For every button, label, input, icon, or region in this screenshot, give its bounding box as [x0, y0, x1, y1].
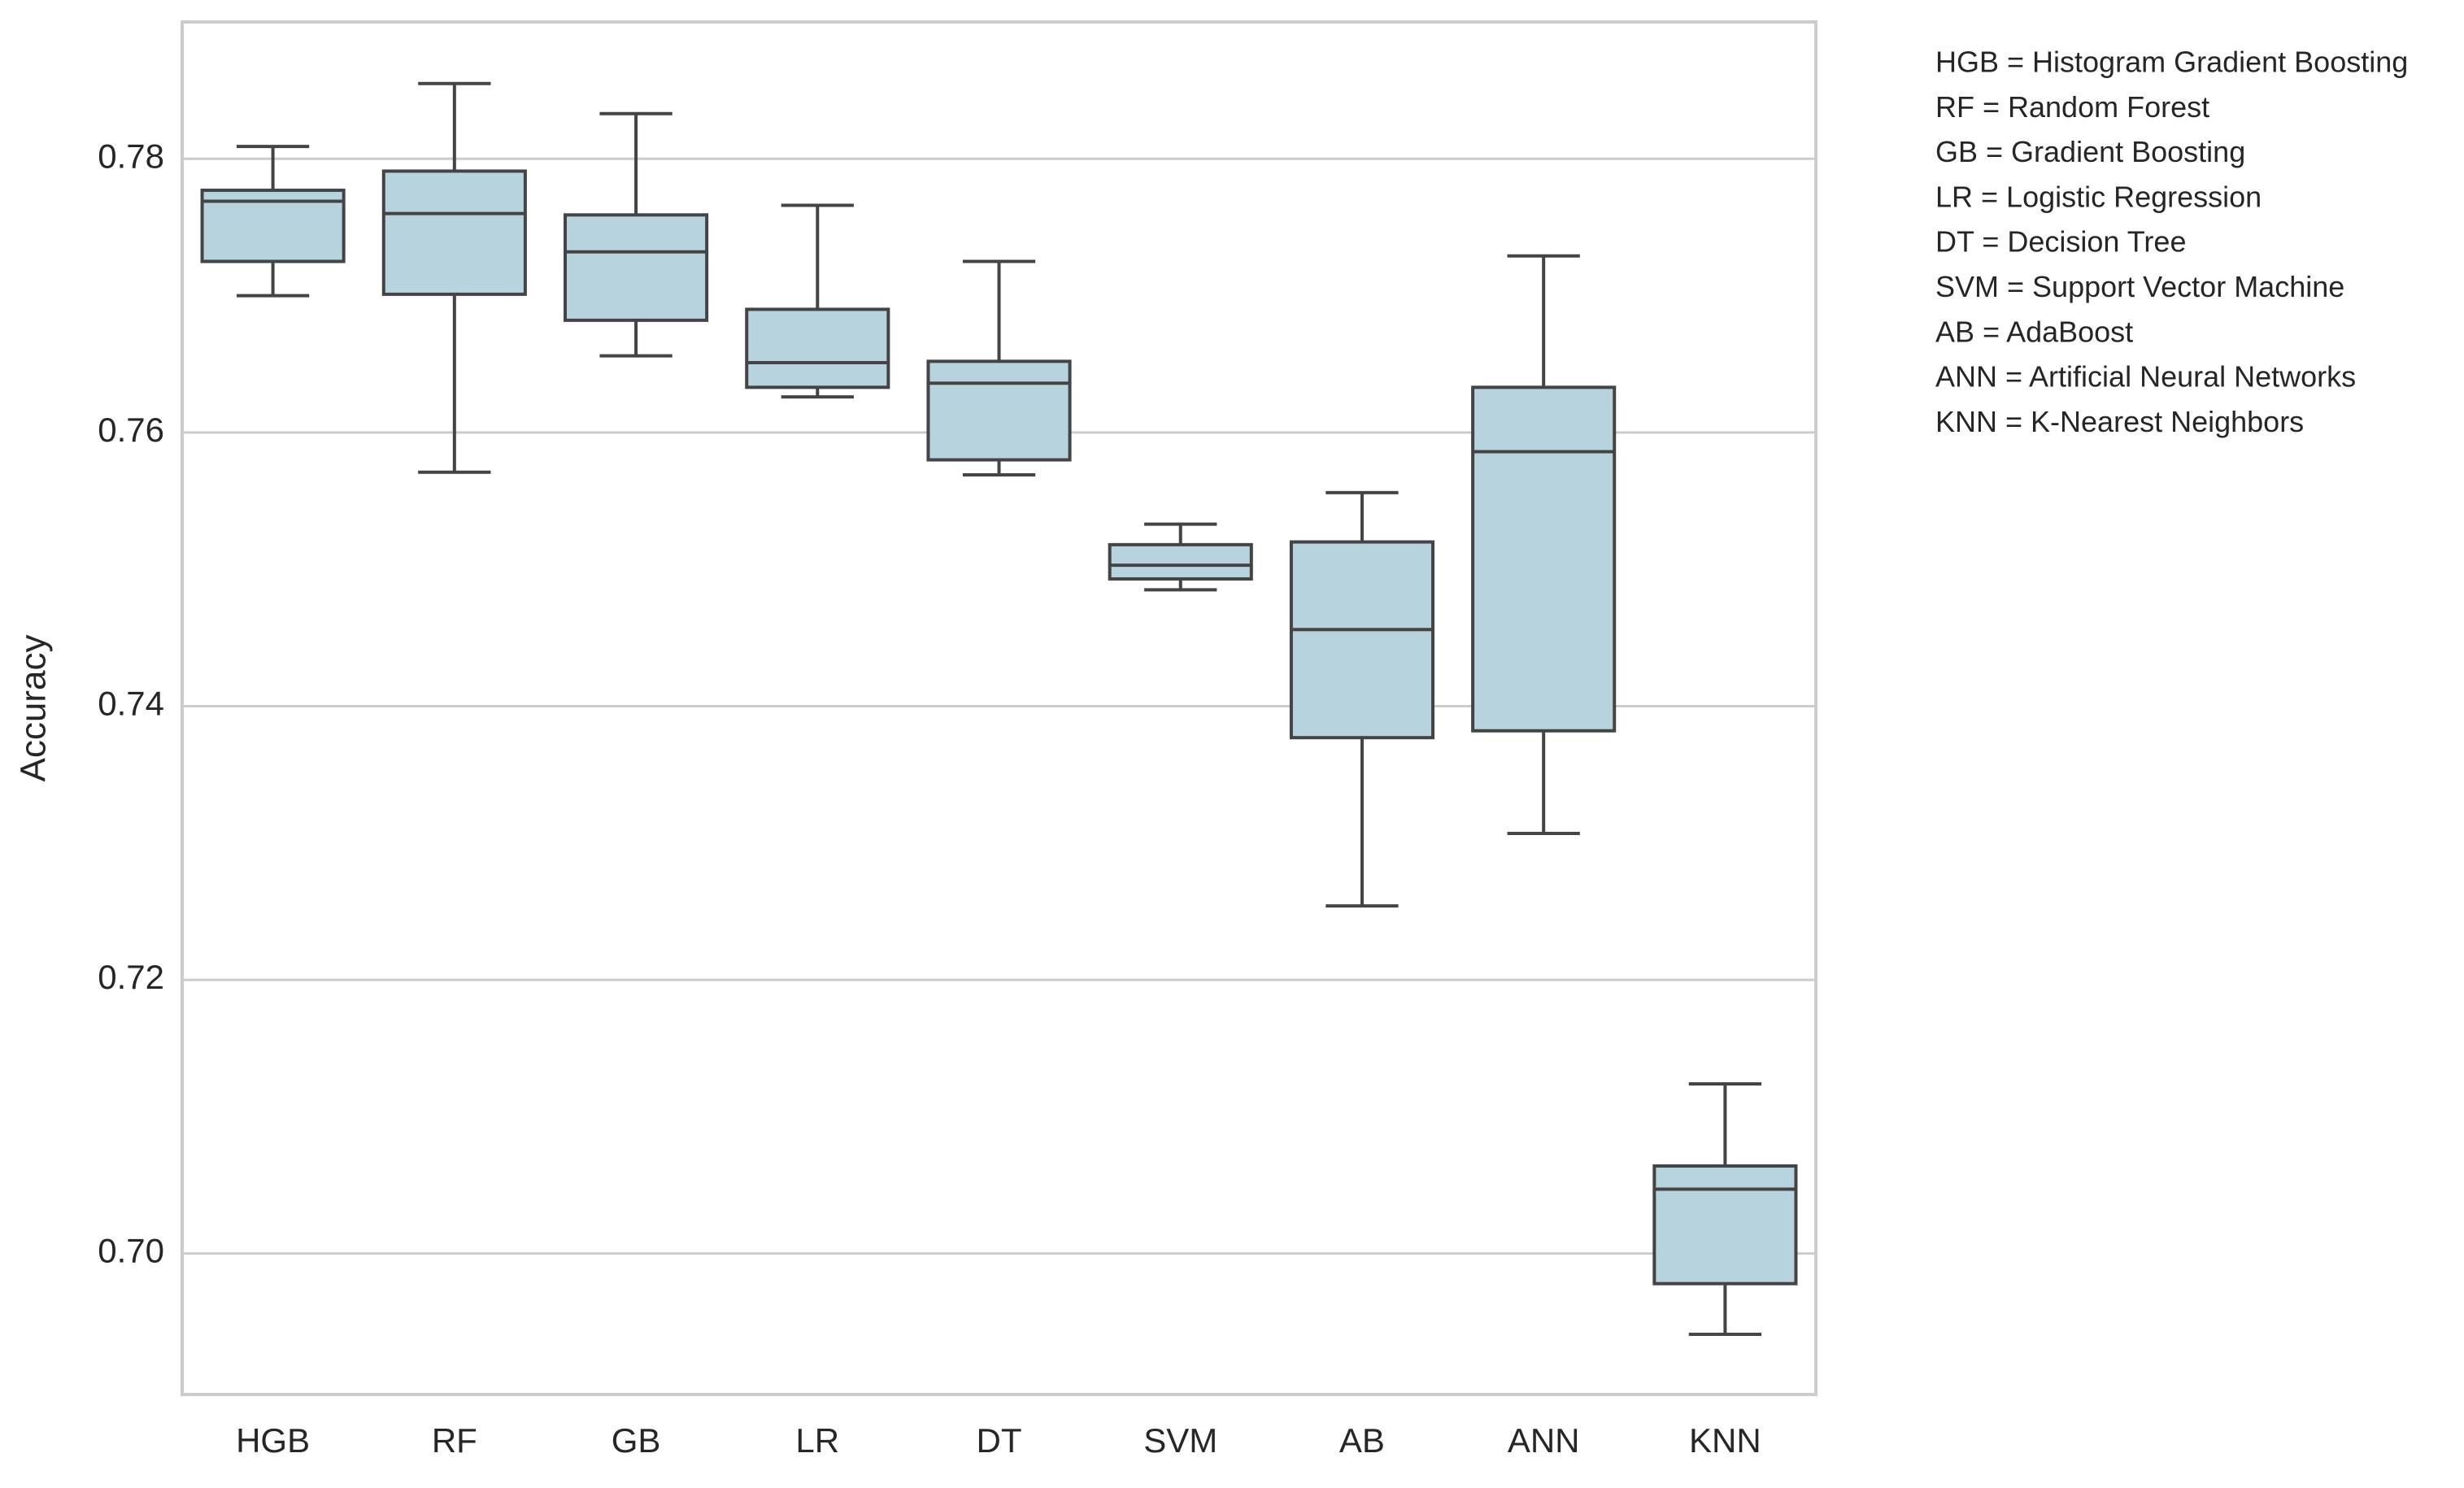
legend-note: DT = Decision Tree: [1935, 225, 2186, 259]
x-tick-label: RF: [432, 1421, 477, 1460]
y-tick-label: 0.76: [98, 411, 164, 449]
y-tick-label: 0.70: [98, 1232, 164, 1270]
box: [1471, 385, 1617, 733]
y-tick-label: 0.78: [98, 137, 164, 175]
x-tick-label: HGB: [236, 1421, 310, 1460]
legend-note: RF = Random Forest: [1935, 90, 2209, 124]
x-tick-label: AB: [1339, 1421, 1385, 1460]
box: [381, 169, 527, 296]
legend-note: GB = Gradient Boosting: [1935, 135, 2245, 168]
legend-note: LR = Logistic Regression: [1935, 180, 2262, 213]
box: [1652, 1164, 1798, 1286]
x-tick-label: ANN: [1508, 1421, 1580, 1460]
y-tick-label: 0.74: [98, 685, 164, 723]
box: [563, 213, 709, 322]
y-axis-label: Accuracy: [14, 635, 54, 782]
legend-note: ANN = Artificial Neural Networks: [1935, 360, 2356, 394]
x-tick-label: DT: [977, 1421, 1022, 1460]
plot-frame: [181, 20, 1818, 1396]
legend-note: KNN = K-Nearest Neighbors: [1935, 405, 2304, 438]
box: [745, 307, 890, 389]
y-tick-label: 0.72: [98, 958, 164, 996]
legend-note: SVM = Support Vector Machine: [1935, 270, 2344, 303]
legend-note: HGB = Histogram Gradient Boosting: [1935, 46, 2408, 79]
x-tick-label: GB: [612, 1421, 661, 1460]
x-tick-label: KNN: [1689, 1421, 1761, 1460]
box: [1289, 540, 1435, 740]
x-tick-label: SVM: [1143, 1421, 1217, 1460]
box: [926, 359, 1072, 462]
legend-note: AB = AdaBoost: [1935, 315, 2133, 348]
x-tick-label: LR: [795, 1421, 839, 1460]
box: [1108, 542, 1253, 581]
